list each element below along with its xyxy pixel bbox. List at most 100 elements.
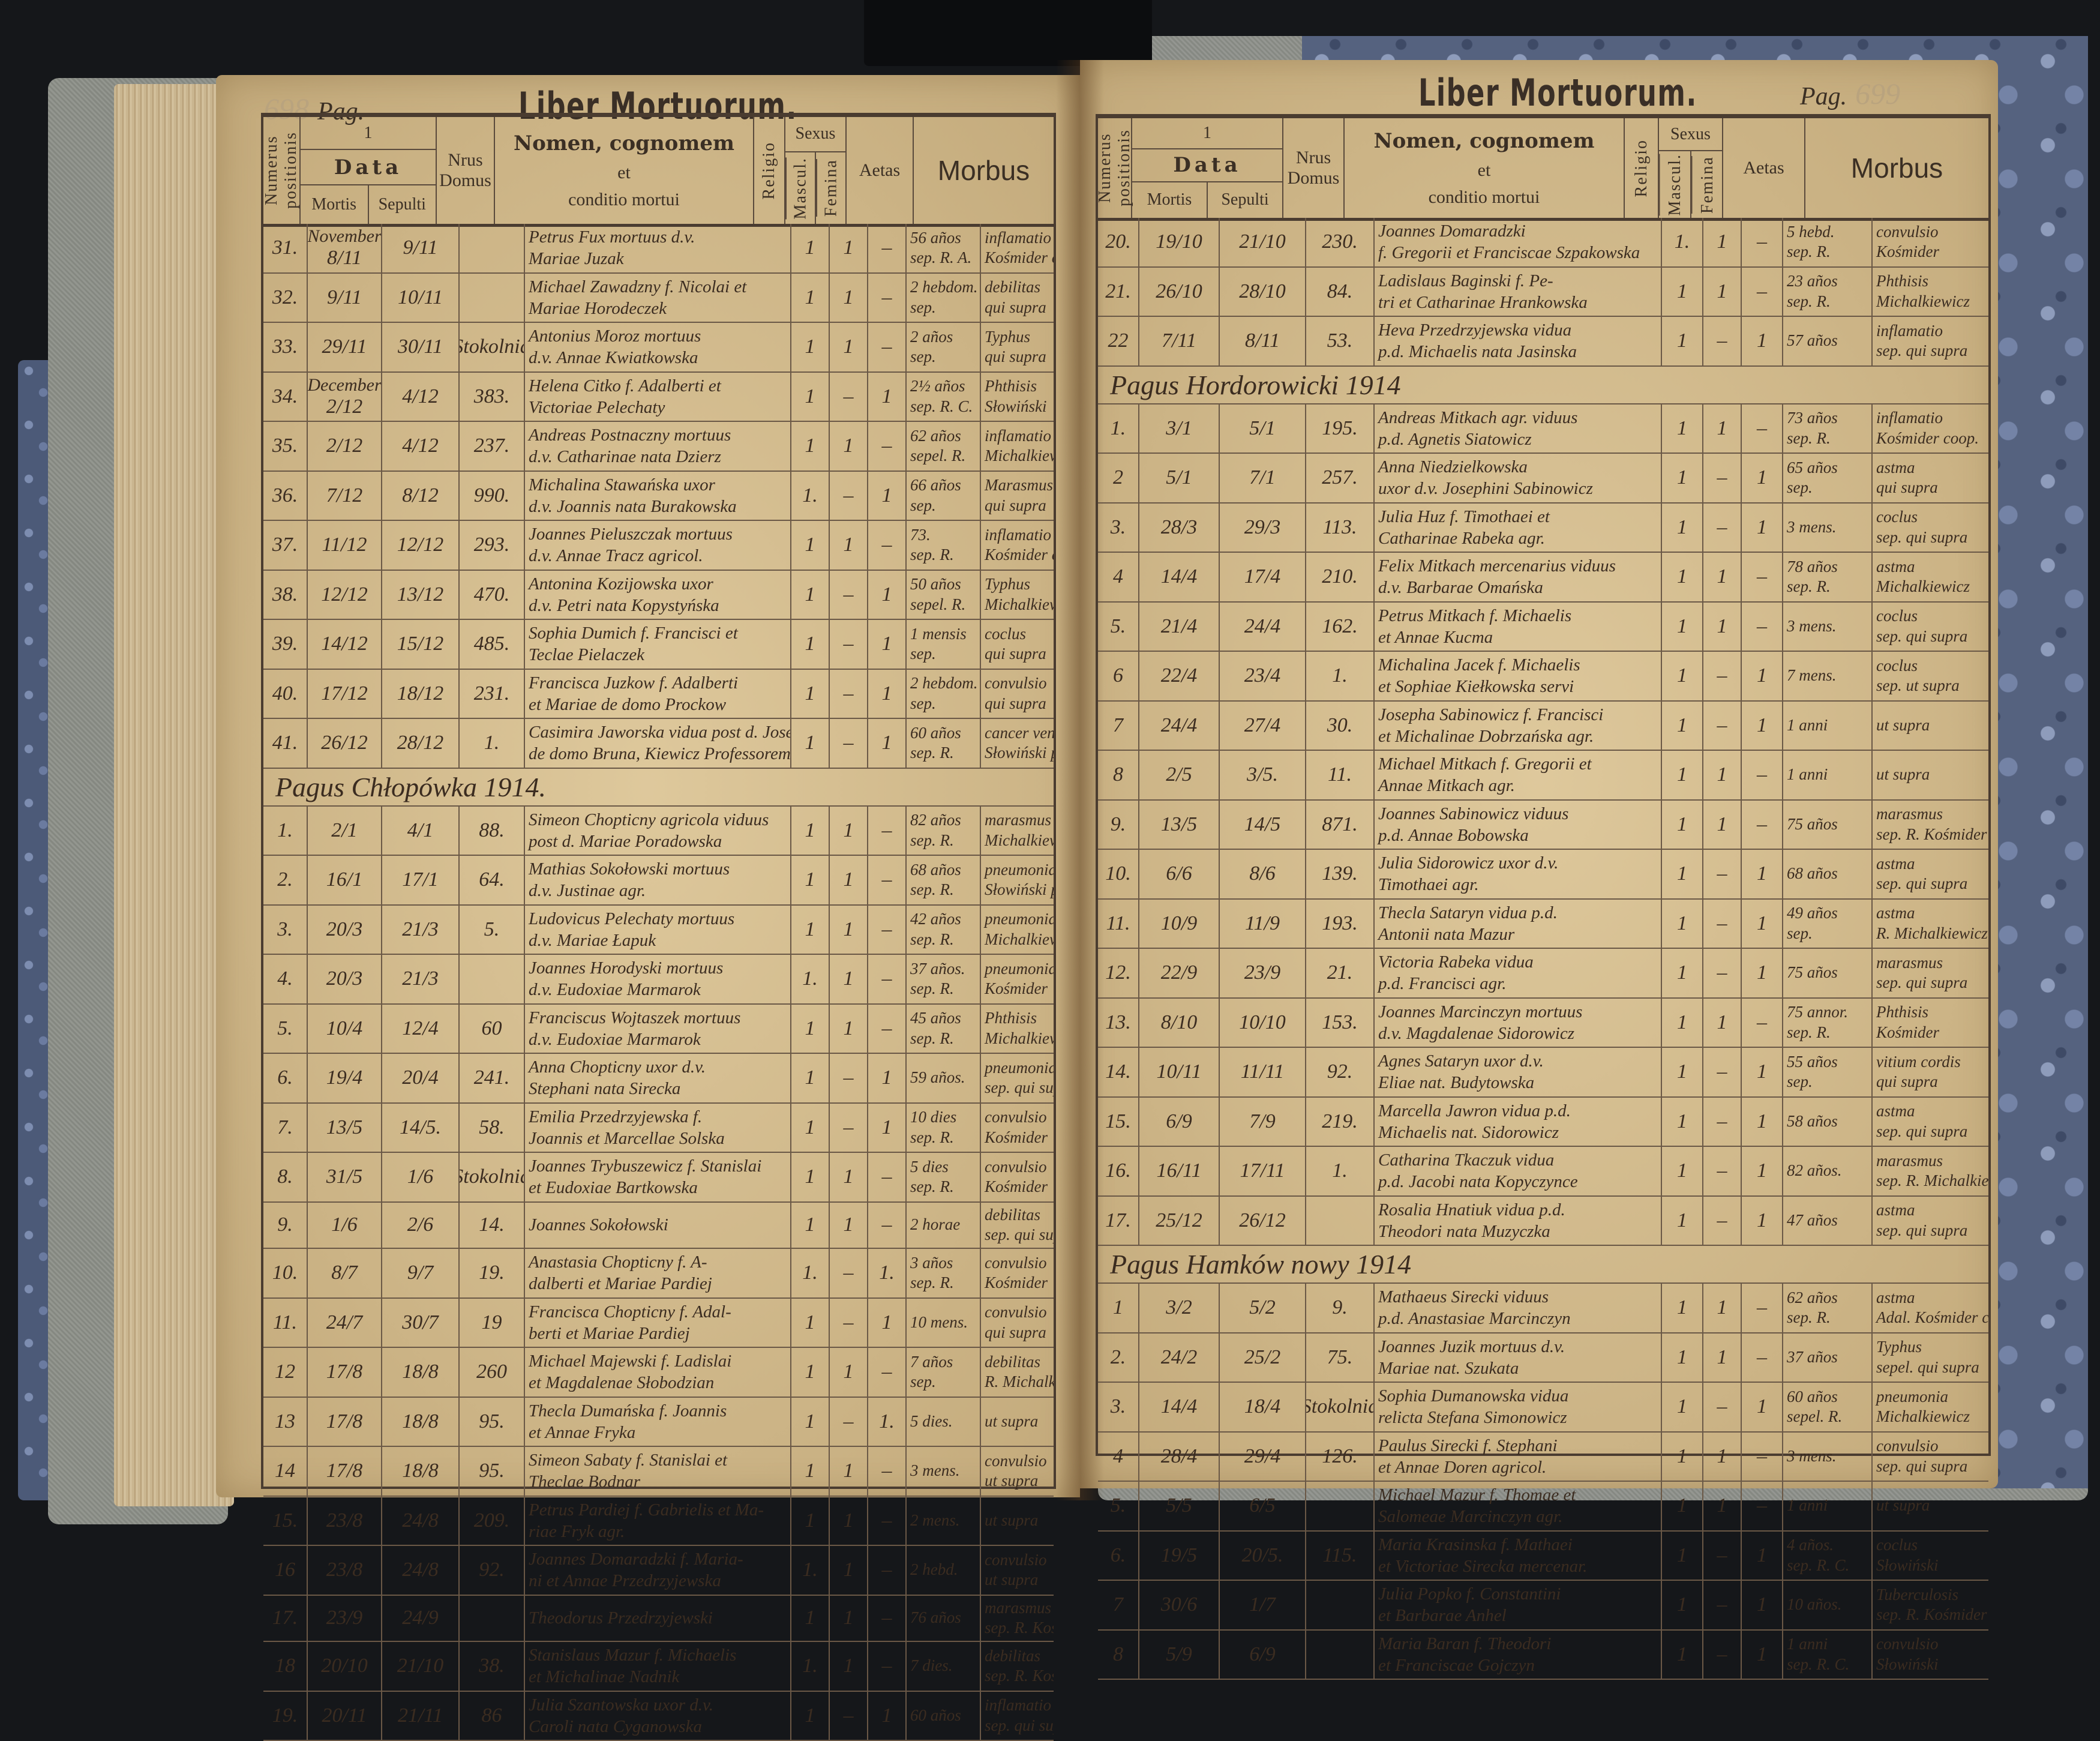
entry-number: 4. [263,955,308,1003]
sex-male-value: – [844,682,854,705]
religion-value: 1 [1677,1209,1687,1232]
sex-female-value: – [882,335,892,358]
date-of-death: 19/10 [1139,218,1220,266]
house-number-value: 21. [1327,961,1353,984]
cause-of-death-line: Adal. Kośmider coop. [1876,1308,1985,1328]
deceased-name-line: Mariae Horodeczek [529,298,787,319]
cause-of-death-line: coclus [1876,1535,1985,1556]
sex-female: – [868,1203,907,1248]
deceased-name-line: Salomeae Marcinczyn agr. [1378,1506,1657,1527]
cause-of-death-line: astma [1876,854,1985,874]
entry-number: 3. [1098,1383,1139,1431]
sex-female-value: – [1757,1445,1767,1468]
sex-male-value: 1 [844,1509,854,1532]
house-number: 231. [460,670,525,718]
sex-male: – [1703,1197,1742,1245]
cause-of-death-line: pneumonia [985,959,1050,979]
sex-female-value: – [882,1361,892,1383]
cause-of-death-line: Słowiński [1876,1655,1985,1675]
entry-number-value: 33. [272,335,298,358]
house-number: 210. [1306,553,1375,601]
house-number-value: 1. [1332,664,1348,687]
cause-of-death-line: ut supra [1876,1496,1985,1516]
age: 7 mens. [1783,652,1873,700]
cause-of-death-line: sep. R. Kośmider [985,1618,1050,1638]
religion-value: 1. [802,1655,818,1677]
religion-value: 1 [1677,1011,1687,1034]
sex-female-value: – [882,1165,892,1188]
age: 10 años. [1783,1581,1873,1629]
cause-of-death-line: astma [1876,458,1985,478]
sex-female: – [868,274,907,322]
entry-number-value: 9. [277,1213,293,1236]
house-number: 139. [1306,850,1375,898]
date-of-death: 8/7 [308,1249,382,1297]
religion-value: 1 [1677,714,1687,737]
header-sexus: Sexus Mascul.Femina [1659,118,1723,218]
date-of-death-value: 29/11 [322,335,367,358]
sex-male: – [1703,454,1742,502]
age-line: 2½ años [910,376,976,397]
sex-male-value: 1 [1717,280,1727,303]
cause-of-death-line: qui supra [985,644,1050,664]
date-of-burial: 10/10 [1220,999,1306,1047]
cause-of-death-line: convulsio [1876,1436,1985,1457]
cause-of-death-line: Marasmus [985,475,1050,496]
age: 2 hebdom.sep. [907,274,981,322]
deceased-name-line: Joannes Pieluszczak mortuus [529,523,787,545]
house-number-value: 231. [474,682,510,705]
deceased-name-line: et Annae Fryka [529,1422,787,1443]
sex-female: – [1742,1482,1783,1530]
age: 60 años [907,1692,981,1740]
house-number-value: 139. [1322,862,1358,885]
sex-male: 1 [830,323,868,371]
entry-number-value: 38. [272,583,298,606]
house-number: 5. [460,906,525,954]
entry-number: 6. [1098,1532,1139,1580]
sex-male: – [830,472,868,520]
deceased-name-line: et Franciscae Gojczyn [1378,1655,1657,1676]
deceased-name-line: Helena Citko f. Adalberti et [529,375,787,397]
religion-value: 1 [805,1704,815,1727]
date-of-burial-value: 18/8 [402,1410,438,1433]
entry-number-value: 11. [1106,912,1130,935]
date-of-death-value: 30/6 [1161,1593,1197,1616]
age: 3 mens. [907,1447,981,1496]
sex-male-value: 1 [1717,565,1727,588]
deceased-name-line: Petrus Mitkach f. Michaelis [1378,605,1657,627]
sex-female-value: – [1757,1494,1767,1517]
header-nomen-line3: conditio mortui [1429,184,1540,211]
sex-male: 1 [830,955,868,1003]
cause-of-death-line: sep. qui supra [985,1078,1050,1098]
date-of-burial: 23/9 [1220,949,1306,997]
sex-male: – [1703,1048,1742,1096]
sex-male: 1 [1703,999,1742,1047]
deceased-name-line: Felix Mitkach mercenarius viduus [1378,555,1657,577]
house-number-value: 14. [479,1213,505,1236]
age: 3 mens. [1783,504,1873,552]
deceased-name-line: d.v. Petri nata Kopystyńska [529,595,787,616]
date-of-burial-value: 20/5. [1242,1544,1283,1567]
age-line: 5 dies [910,1157,976,1177]
date-of-burial-value: 24/9 [402,1607,438,1629]
age-line: sepel. R. [910,595,976,615]
deceased-name-line: Theodorus Przedrzyjewski [529,1607,787,1629]
age: 5 dies. [907,1398,981,1446]
month-label: December [308,375,382,395]
date-of-burial: 17/4 [1220,553,1306,601]
cause-of-death-line: inflamatio pulmon. [985,228,1050,248]
sex-female: – [868,906,907,954]
